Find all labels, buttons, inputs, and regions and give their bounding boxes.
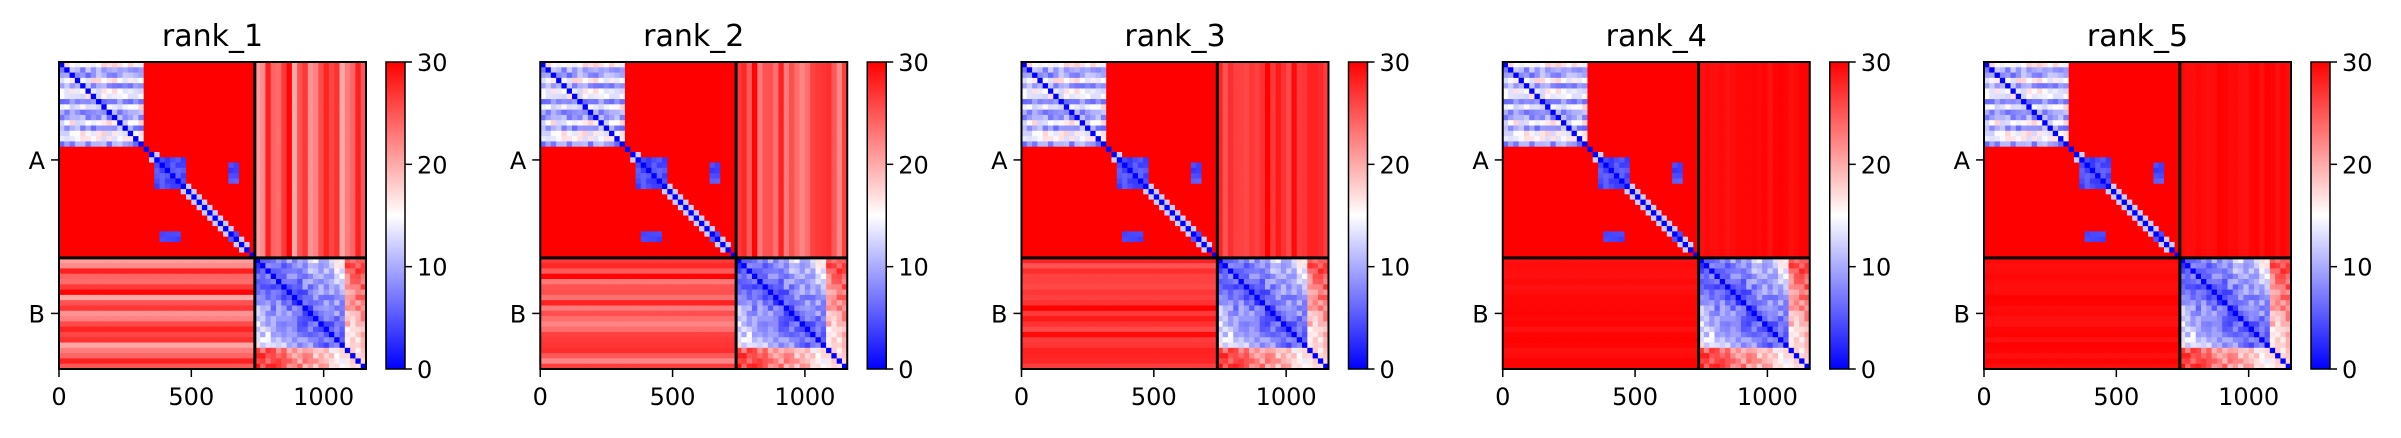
colorbar: 0 10 20 30 [2310, 49, 2373, 384]
axes-frame [58, 61, 367, 370]
chain-label: B [510, 300, 526, 328]
heatmap [59, 62, 367, 370]
x-tick-label: 0 [533, 383, 548, 411]
x-tick-label: 500 [2093, 383, 2139, 411]
colorbar-tick-label: 10 [1861, 254, 1892, 282]
panel-title: rank_1 [162, 19, 263, 54]
axes-frame [1983, 61, 2292, 370]
colorbar-tick-label: 30 [417, 49, 448, 77]
axes-frame [1501, 61, 1811, 370]
x-tick-label: 500 [1612, 383, 1658, 411]
axes-frame [1020, 61, 1330, 370]
panel-1: rank_1 0 500 1000 A B 0 10 20 30 [29, 19, 448, 411]
panel-title: rank_2 [643, 19, 744, 54]
colorbar-tick-label: 10 [417, 254, 448, 282]
colorbar-tick-label: 0 [2342, 356, 2357, 384]
colorbar-tick-label: 10 [1380, 254, 1411, 282]
chain-label: B [29, 300, 45, 328]
heatmap [1502, 62, 1811, 370]
chain-label: A [1954, 147, 1971, 175]
panel-title: rank_4 [1606, 19, 1707, 54]
heatmap [1984, 62, 2292, 370]
x-tick-label: 1000 [1256, 383, 1317, 411]
colorbar-tick-label: 0 [1861, 356, 1876, 384]
colorbar-tick-label: 30 [2342, 49, 2373, 77]
panel-2: rank_2 0 500 1000 A B 0 10 20 30 [510, 19, 929, 411]
x-tick-label: 0 [1014, 383, 1029, 411]
x-tick-label: 0 [51, 383, 66, 411]
panel-title: rank_3 [1124, 19, 1225, 54]
colorbar-tick-label: 30 [1861, 49, 1892, 77]
colorbar-tick-label: 0 [898, 356, 913, 384]
chain-label: B [1954, 300, 1970, 328]
colorbar-tick-label: 10 [2342, 254, 2373, 282]
x-tick-label: 500 [650, 383, 696, 411]
colorbar-tick-label: 10 [898, 254, 929, 282]
axes-frame [539, 61, 849, 370]
chain-label: A [991, 147, 1008, 175]
chain-label: A [29, 147, 46, 175]
chain-label: B [991, 300, 1007, 328]
x-tick-label: 1000 [293, 383, 354, 411]
x-tick-label: 500 [168, 383, 214, 411]
colorbar-tick-label: 0 [1380, 356, 1395, 384]
colorbar: 0 10 20 30 [1829, 49, 1892, 384]
colorbar-tick-label: 30 [1380, 49, 1411, 77]
x-tick-label: 500 [1131, 383, 1177, 411]
panel-title: rank_5 [2087, 19, 2188, 54]
panel-5: rank_5 0 500 1000 A B 0 10 20 30 [1954, 19, 2373, 411]
panel-3: rank_3 0 500 1000 A B 0 10 20 30 [991, 19, 1410, 411]
colorbar: 0 10 20 30 [1347, 49, 1411, 384]
colorbar: 0 10 20 30 [385, 49, 448, 384]
colorbar-tick-label: 20 [1861, 151, 1892, 179]
chain-label: A [510, 147, 527, 175]
x-tick-label: 1000 [1737, 383, 1798, 411]
colorbar-tick-label: 30 [898, 49, 929, 77]
x-tick-label: 1000 [2218, 383, 2279, 411]
heatmap [540, 62, 848, 370]
colorbar-tick-label: 20 [417, 151, 448, 179]
x-tick-label: 0 [1976, 383, 1991, 411]
chain-label: A [1472, 147, 1489, 175]
colorbar-tick-label: 20 [2342, 151, 2373, 179]
panel-4: rank_4 0 500 1000 A B 0 10 20 30 [1472, 19, 1891, 411]
x-tick-label: 0 [1495, 383, 1510, 411]
colorbar-tick-label: 20 [1380, 151, 1411, 179]
colorbar-tick-label: 20 [898, 151, 929, 179]
colorbar-tick-label: 0 [417, 356, 432, 384]
colorbar: 0 10 20 30 [866, 49, 929, 384]
chain-label: B [1472, 300, 1488, 328]
heatmap [1021, 62, 1330, 370]
x-tick-label: 1000 [774, 383, 835, 411]
